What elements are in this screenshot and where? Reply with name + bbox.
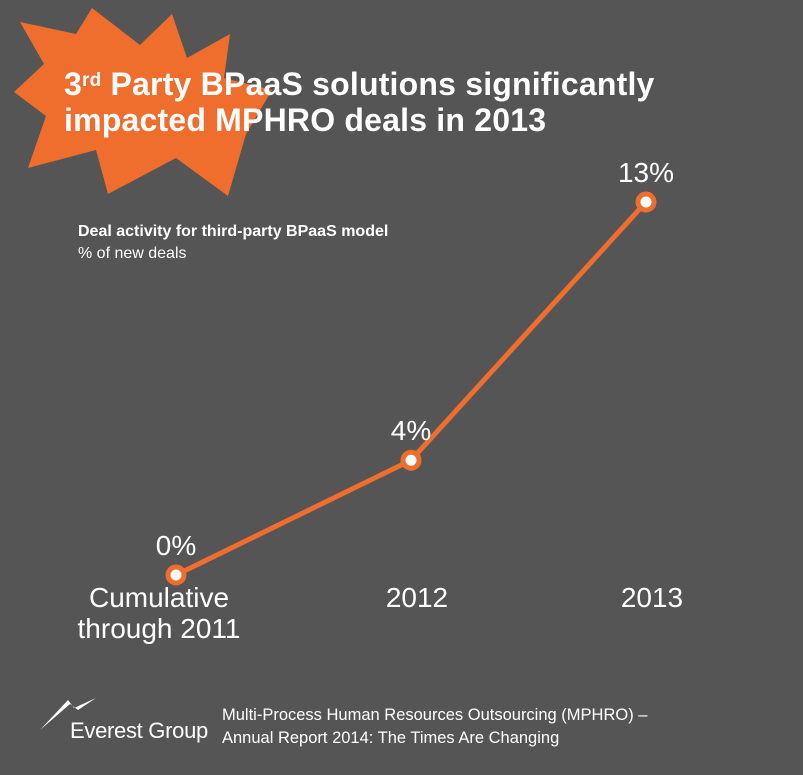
title-line-2: impacted MPHRO deals in 2013: [64, 102, 547, 138]
data-point-1: [400, 449, 422, 471]
data-point-2: [635, 191, 657, 213]
data-label-1: 4%: [391, 415, 431, 446]
points-layer: [165, 191, 657, 586]
chart-title: 3rd Party BPaaS solutions significantly …: [64, 66, 655, 138]
series-layer: [174, 200, 648, 578]
y-axis-unit-label: % of new deals: [78, 245, 187, 262]
source-citation: Multi-Process Human Resources Outsourcin…: [222, 704, 647, 750]
data-point-0: [165, 564, 187, 586]
categories-layer: Cumulative through 2011 2012 2013: [78, 582, 684, 644]
data-label-0: 0%: [156, 530, 196, 561]
everest-group-logo: Everest Group: [38, 694, 210, 750]
category-label-2: 2013: [621, 582, 683, 613]
chart-subtitle: Deal activity for third-party BPaaS mode…: [78, 223, 389, 240]
title-line-1: 3rd Party BPaaS solutions significantly: [64, 66, 655, 102]
series-line: [174, 200, 648, 578]
mountain-icon: [40, 698, 96, 730]
data-label-2: 13%: [618, 157, 674, 188]
source-line-2: Annual Report 2014: The Times Are Changi…: [222, 729, 560, 747]
category-label-0: Cumulative through 2011: [78, 582, 241, 644]
logo-text: Everest Group: [70, 718, 208, 743]
category-label-1: 2012: [386, 582, 448, 613]
starburst-shape: [14, 8, 272, 196]
source-line-1: Multi-Process Human Resources Outsourcin…: [222, 706, 648, 724]
labels-layer: 0% 4% 13%: [156, 157, 674, 561]
